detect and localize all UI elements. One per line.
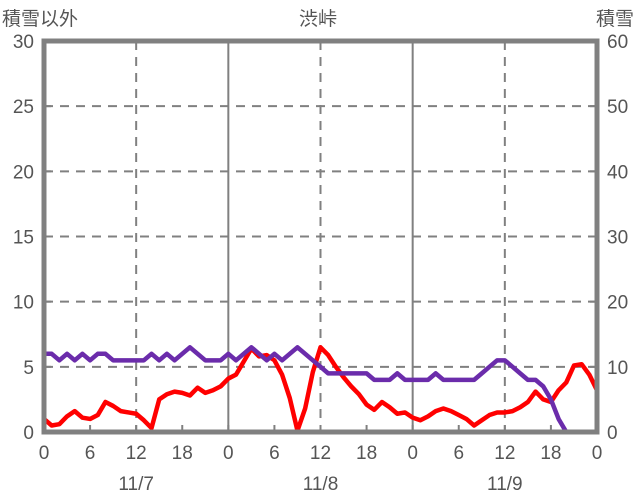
x-tick-label: 6 <box>453 443 464 464</box>
y-tick-label-right: 20 <box>607 293 628 314</box>
series-line-snow-depth <box>41 345 600 435</box>
y-tick-label-right: 0 <box>607 423 618 444</box>
x-tick-label: 6 <box>269 443 280 464</box>
x-tick-label: 18 <box>540 443 561 464</box>
x-tick-label: 18 <box>356 443 377 464</box>
x-tick-label: 12 <box>310 443 331 464</box>
y-tick-label-left: 5 <box>23 358 34 379</box>
x-tick-label: 0 <box>223 443 234 464</box>
x-day-label: 11/8 <box>303 474 339 495</box>
left-axis-label: 積雪以外 <box>2 9 79 30</box>
plot-frame <box>41 38 600 435</box>
y-tick-label-left: 30 <box>13 32 34 53</box>
x-tick-label: 12 <box>126 443 147 464</box>
x-tick-label: 18 <box>172 443 193 464</box>
x-tick-label: 6 <box>85 443 96 464</box>
y-tick-label-right: 30 <box>607 228 628 249</box>
x-tick-label: 0 <box>592 443 603 464</box>
right-axis-label: 積雪 <box>595 9 634 30</box>
grid-layer <box>44 41 597 432</box>
x-tick-label: 0 <box>407 443 418 464</box>
y-tick-label-right: 10 <box>607 358 628 379</box>
y-tick-label-right: 40 <box>607 162 628 183</box>
y-tick-label-left: 0 <box>23 423 34 444</box>
x-tick-label: 12 <box>494 443 515 464</box>
y-tick-label-left: 15 <box>13 228 34 249</box>
x-tick-label: 0 <box>39 443 50 464</box>
x-day-label: 11/7 <box>118 474 154 495</box>
x-day-label: 11/9 <box>487 474 523 495</box>
y-tick-label-left: 20 <box>13 162 34 183</box>
y-tick-label-left: 10 <box>13 293 34 314</box>
tick-labels-layer: 0 5 10 15 20 25 30 0 10 20 30 40 50 60 0 6 12 18 0 6 12 18 0 6 1… <box>13 32 628 495</box>
series-layer <box>41 345 600 435</box>
page-title: 渋峠 <box>298 9 337 30</box>
y-tick-label-right: 60 <box>607 32 628 53</box>
y-tick-label-right: 50 <box>607 97 628 118</box>
y-tick-label-left: 25 <box>13 97 34 118</box>
series-line-precipitation <box>41 345 600 433</box>
